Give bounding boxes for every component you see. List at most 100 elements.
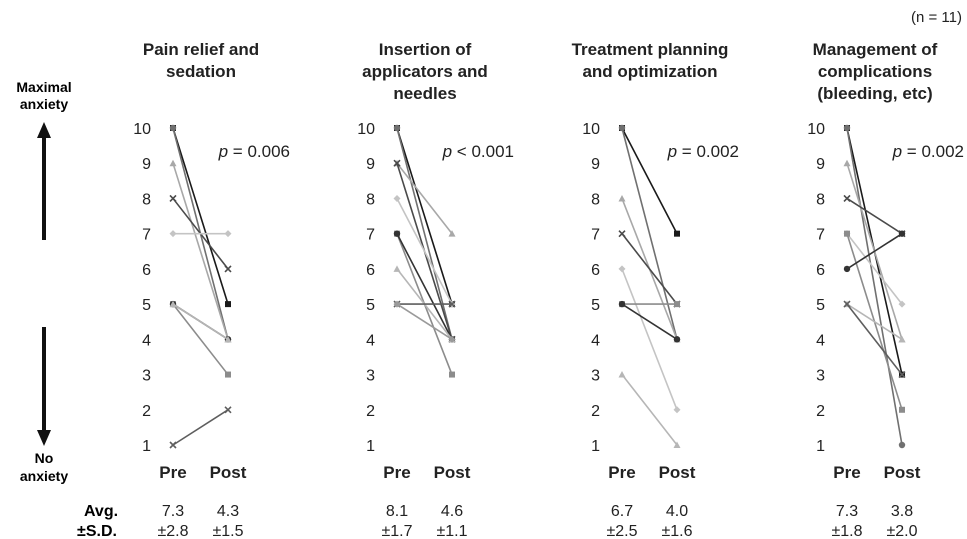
y-tick-label: 10 xyxy=(133,121,151,138)
avg-post: 3.8 xyxy=(891,503,913,520)
y-tick-label: 5 xyxy=(591,297,600,314)
y-tick-label: 4 xyxy=(816,332,825,349)
max-anxiety-label-line1: Maximal xyxy=(16,79,71,95)
y-tick-label: 10 xyxy=(807,121,825,138)
post-point xyxy=(448,335,456,343)
pre-point xyxy=(169,159,177,167)
sd-post: ±1.1 xyxy=(436,523,467,539)
pre-point xyxy=(843,194,851,203)
p-value-label: p < 0.001 xyxy=(442,142,514,161)
x-label-post: Post xyxy=(884,463,921,482)
pre-point xyxy=(618,371,626,378)
y-tick-label: 5 xyxy=(816,297,825,314)
y-tick-label: 2 xyxy=(591,403,600,420)
avg-post: 4.6 xyxy=(441,503,463,520)
post-point xyxy=(898,370,906,379)
panel-1: Pain relief and sedation 1 2 3 4 5 6 7 8 9 10 p = 0.… xyxy=(133,40,290,539)
sd-post: ±1.5 xyxy=(212,523,243,539)
pre-point xyxy=(393,230,401,237)
anxiety-scale-legend: Maximal anxiety No anxiety xyxy=(16,79,71,484)
p-value-text: = 0.006 xyxy=(228,142,290,161)
y-tick-label: 3 xyxy=(366,368,375,385)
post-point xyxy=(898,335,906,343)
x-label-pre: Pre xyxy=(608,463,635,482)
series-line xyxy=(846,303,903,341)
y-tick-label: 1 xyxy=(816,438,825,455)
y-tick-label: 9 xyxy=(366,156,375,173)
post-point xyxy=(225,371,231,378)
pre-point xyxy=(618,300,626,308)
max-anxiety-label-line2: anxiety xyxy=(20,96,68,112)
series-line xyxy=(846,233,903,305)
series-line xyxy=(172,127,229,305)
post-point xyxy=(673,441,681,448)
y-tick-label: 9 xyxy=(591,156,600,173)
panel-title-line: Treatment planning xyxy=(572,40,729,59)
post-point xyxy=(448,300,456,308)
panel-title-line: needles xyxy=(393,84,456,103)
avg-pre: 7.3 xyxy=(162,503,184,520)
avg-pre: 8.1 xyxy=(386,503,408,520)
series-line xyxy=(621,303,678,341)
y-tick-label: 4 xyxy=(366,332,375,349)
series-line xyxy=(172,303,229,341)
y-tick-label: 5 xyxy=(142,297,151,314)
y-tick-label: 6 xyxy=(591,262,600,279)
y-tick-label: 4 xyxy=(142,332,151,349)
y-tick-label: 3 xyxy=(591,368,600,385)
pre-point xyxy=(843,124,851,132)
y-tick-label: 7 xyxy=(366,227,375,244)
sd-pre: ±1.7 xyxy=(381,523,412,539)
pre-point xyxy=(169,300,177,308)
series-line xyxy=(396,233,453,340)
x-label-post: Post xyxy=(659,463,696,482)
series-line xyxy=(846,127,903,446)
panel-4: Management of complications (bleeding, etc… xyxy=(807,40,964,539)
panel-title-line: Management of xyxy=(813,40,938,59)
y-tick-label: 8 xyxy=(591,191,600,208)
series-line xyxy=(846,197,903,235)
y-tick-label: 2 xyxy=(142,403,151,420)
post-point xyxy=(898,230,906,237)
series-line xyxy=(621,374,678,446)
pre-point xyxy=(169,230,177,238)
panel-title-line: sedation xyxy=(166,62,236,81)
no-anxiety-label-line2: anxiety xyxy=(20,468,68,484)
post-point xyxy=(898,441,906,449)
y-tick-label: 9 xyxy=(816,156,825,173)
panel-2: Insertion of applicators and needles 1 2 3 4 5 6… xyxy=(357,40,514,539)
series-line xyxy=(172,409,229,446)
y-tick-label: 10 xyxy=(357,121,375,138)
series-line xyxy=(172,162,229,340)
pre-point xyxy=(618,265,626,273)
p-value-label: p = 0.006 xyxy=(218,142,290,161)
pre-point xyxy=(169,194,177,203)
panel-title-line: complications xyxy=(818,62,932,81)
pre-point xyxy=(843,159,851,167)
avg-post: 4.0 xyxy=(666,503,688,520)
panel-title-line: Pain relief and xyxy=(143,40,259,59)
no-anxiety-label-line1: No xyxy=(35,450,54,466)
p-value-label: p = 0.002 xyxy=(892,142,964,161)
x-label-post: Post xyxy=(210,463,247,482)
panels: Pain relief and sedation 1 2 3 4 5 6 7 8 9 10 p = 0.… xyxy=(133,40,964,539)
y-tick-label: 5 xyxy=(366,297,375,314)
p-symbol: p xyxy=(218,142,228,161)
p-symbol: p xyxy=(667,142,677,161)
pre-point xyxy=(844,230,850,237)
avg-row-label: Avg. xyxy=(84,503,118,520)
y-tick-label: 1 xyxy=(142,438,151,455)
sd-row-label: ±S.D. xyxy=(77,523,117,539)
panel-title-line: Insertion of xyxy=(379,40,472,59)
x-label-pre: Pre xyxy=(383,463,410,482)
p-symbol: p xyxy=(892,142,902,161)
avg-post: 4.3 xyxy=(217,503,239,520)
series-line xyxy=(621,127,678,235)
y-tick-label: 9 xyxy=(142,156,151,173)
y-tick-label: 3 xyxy=(816,368,825,385)
y-tick-label: 8 xyxy=(142,191,151,208)
avg-pre: 6.7 xyxy=(611,503,633,520)
pre-point xyxy=(393,159,401,167)
pre-point xyxy=(169,441,177,449)
series-line xyxy=(621,268,678,411)
